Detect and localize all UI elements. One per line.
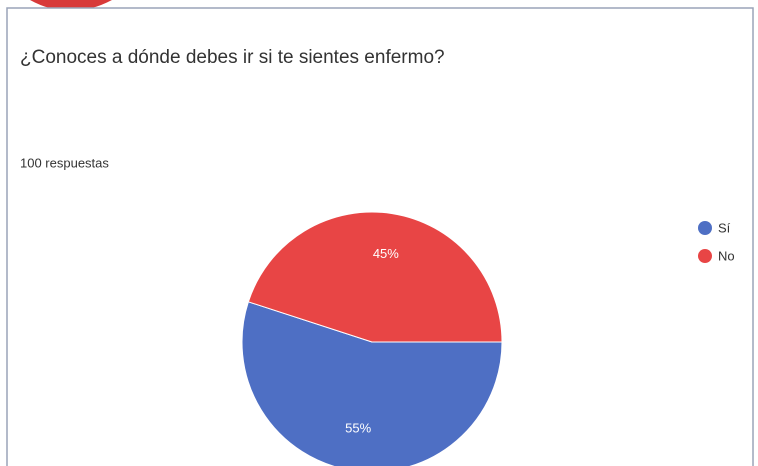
pie-slice bbox=[247, 211, 503, 343]
legend-marker bbox=[698, 249, 712, 263]
chart-title: ¿Conoces a dónde debes ir si te sientes … bbox=[20, 47, 445, 68]
pie-slice bbox=[241, 301, 503, 466]
chart-subtitle: 100 respuestas bbox=[20, 155, 109, 170]
legend-marker bbox=[698, 221, 712, 235]
legend-label: No bbox=[718, 248, 735, 263]
data-label: 55% bbox=[345, 421, 371, 436]
data-label: 45% bbox=[373, 246, 399, 261]
legend-label: Sí bbox=[718, 220, 731, 235]
